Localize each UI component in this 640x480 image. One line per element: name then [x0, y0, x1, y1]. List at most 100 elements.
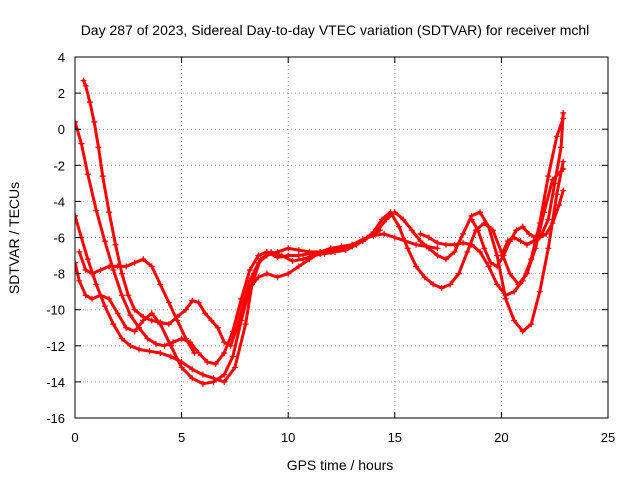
data-point: [97, 292, 104, 299]
y-tick-label: -8: [53, 267, 65, 282]
data-point: [118, 292, 125, 299]
data-point: [227, 342, 234, 349]
data-point: [140, 256, 147, 263]
data-point: [112, 241, 119, 248]
data-point: [182, 335, 189, 342]
data-point: [161, 342, 168, 349]
data-point: [84, 171, 91, 178]
data-point: [551, 180, 558, 187]
data-point: [195, 299, 202, 306]
data-point: [506, 270, 513, 277]
data-point: [95, 144, 102, 151]
data-point: [221, 339, 228, 346]
data-point: [278, 252, 285, 259]
data-point: [434, 239, 441, 246]
data-point: [118, 335, 125, 342]
data-point: [82, 266, 89, 273]
data-point: [274, 274, 281, 281]
data-point: [114, 310, 121, 317]
data-point: [246, 285, 253, 292]
y-tick-label: -4: [53, 194, 65, 209]
data-point: [101, 238, 108, 245]
data-point: [306, 248, 313, 255]
x-tick-label: 20: [494, 430, 508, 445]
data-point: [338, 243, 345, 250]
data-point: [285, 245, 292, 252]
data-point: [75, 259, 78, 266]
data-point: [332, 248, 339, 255]
data-point: [165, 299, 172, 306]
series-arc-4: [75, 227, 383, 387]
data-point: [396, 223, 403, 230]
data-point: [442, 241, 449, 248]
data-point: [295, 252, 302, 259]
data-point: [511, 288, 518, 295]
data-point: [477, 248, 484, 255]
y-tick-label: 4: [58, 50, 65, 65]
data-point: [413, 263, 420, 270]
data-point: [285, 270, 292, 277]
chart-title: Day 287 of 2023, Sidereal Day-to-day VTE…: [81, 22, 590, 38]
data-point: [485, 263, 492, 270]
data-point: [178, 364, 185, 371]
data-point: [359, 238, 366, 245]
data-point: [82, 292, 89, 299]
data-point: [131, 306, 138, 313]
series-arc-3: [75, 158, 567, 385]
series-arc-5: [76, 248, 198, 357]
data-point: [114, 263, 121, 270]
data-point: [494, 281, 501, 288]
data-point: [513, 227, 520, 234]
data-point: [131, 328, 138, 335]
data-point: [526, 230, 533, 237]
data-point: [519, 277, 526, 284]
data-point: [317, 248, 324, 255]
data-point: [75, 118, 78, 125]
data-point: [417, 230, 424, 237]
data-point: [157, 321, 164, 328]
data-point: [370, 230, 377, 237]
data-point: [349, 241, 356, 248]
data-point: [519, 328, 526, 335]
data-point: [191, 350, 198, 357]
y-tick-label: -14: [46, 375, 65, 390]
plot-frame: [74, 56, 609, 419]
data-point: [221, 350, 228, 357]
x-axis-ticks: 0 5 10 15 20 25: [71, 57, 615, 445]
data-series-layer: [75, 77, 567, 387]
data-point: [91, 118, 98, 125]
data-point: [523, 241, 530, 248]
data-point: [221, 378, 228, 385]
data-point: [182, 306, 189, 313]
data-point: [123, 324, 130, 331]
data-point: [536, 234, 543, 241]
data-point: [504, 238, 511, 245]
data-point: [442, 256, 449, 263]
data-point: [528, 256, 535, 263]
data-point: [204, 359, 211, 366]
data-point: [148, 310, 155, 317]
data-point: [127, 312, 134, 319]
data-point: [101, 303, 108, 310]
data-point: [528, 321, 535, 328]
x-tick-label: 5: [178, 430, 185, 445]
data-point: [391, 209, 398, 216]
plot-border: [74, 56, 609, 419]
data-point: [425, 245, 432, 252]
data-point: [146, 348, 153, 355]
y-tick-label: 2: [58, 86, 65, 101]
data-point: [165, 321, 172, 328]
series-line: [470, 111, 565, 268]
data-point: [487, 259, 494, 266]
data-point: [263, 270, 270, 277]
data-point: [468, 216, 475, 223]
data-point: [135, 346, 142, 353]
data-point: [99, 173, 106, 180]
data-point: [231, 364, 238, 371]
data-point: [93, 281, 100, 288]
data-point: [80, 77, 87, 84]
data-point: [560, 158, 567, 165]
data-point: [208, 317, 215, 324]
data-point: [167, 342, 174, 349]
